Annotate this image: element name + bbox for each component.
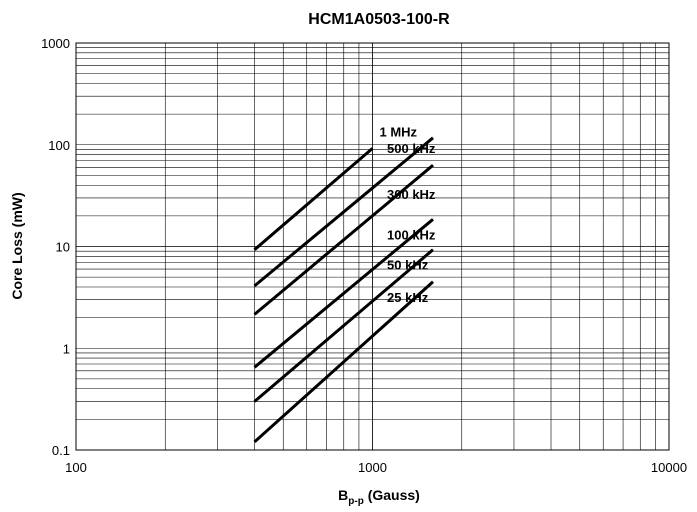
x-axis-label-sub: p-p bbox=[348, 496, 364, 507]
y-tick-label: 1000 bbox=[41, 36, 70, 51]
series-line-500-khz bbox=[253, 136, 434, 288]
series-labels: 1 MHz 500 kHz 300 kHz 100 kHz 50 kHz 25 kHz bbox=[380, 124, 436, 304]
series-label-100-khz: 100 kHz bbox=[387, 227, 436, 242]
y-tick-label: 1 bbox=[63, 341, 70, 356]
series-line-25-khz bbox=[253, 280, 435, 444]
series-line-50-khz bbox=[253, 248, 434, 403]
series-label-300-khz: 300 kHz bbox=[387, 187, 436, 202]
y-tick-label: 0.1 bbox=[52, 443, 70, 458]
y-axis-label: Core Loss (mW) bbox=[9, 192, 25, 299]
series-label-25-khz: 25 kHz bbox=[387, 290, 429, 305]
series-label-1-mhz: 1 MHz bbox=[380, 124, 418, 139]
plot-frame bbox=[75, 42, 670, 451]
series-line-1-mhz bbox=[253, 147, 374, 251]
series-group bbox=[253, 136, 435, 444]
x-axis-label-rest: (Gauss) bbox=[364, 487, 420, 503]
series-line-300-khz bbox=[253, 164, 434, 316]
x-axis-label: Bp-p (Gauss) bbox=[338, 487, 420, 507]
series-line-100-khz bbox=[253, 218, 434, 369]
grid bbox=[75, 42, 670, 451]
y-tick-label: 100 bbox=[48, 138, 70, 153]
series-label-50-khz: 50 kHz bbox=[387, 258, 429, 273]
series-label-500-khz: 500 kHz bbox=[387, 141, 436, 156]
y-tick-label: 10 bbox=[56, 240, 70, 255]
x-tick-label: 100 bbox=[65, 460, 87, 475]
x-tick-label: 10000 bbox=[651, 460, 687, 475]
x-tick-label: 1000 bbox=[358, 460, 387, 475]
tick-labels: 100 1000 10000 0.1 1 10 100 1000 bbox=[41, 36, 687, 475]
chart-title: HCM1A0503-100-R bbox=[308, 11, 450, 28]
x-axis-label-main: B bbox=[338, 487, 348, 503]
